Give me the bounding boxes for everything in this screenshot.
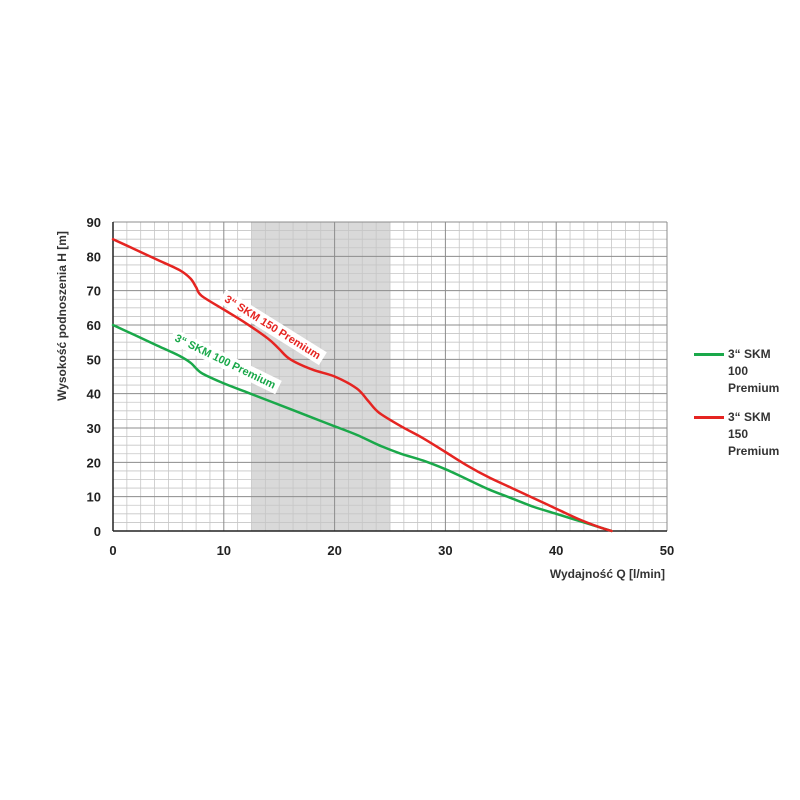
legend-label-series-2: 3“ SKM 150 Premium — [728, 410, 780, 458]
y-tick-label: 80 — [87, 249, 101, 264]
series-layer — [111, 237, 613, 533]
y-tick-label: 50 — [87, 352, 101, 367]
y-axis-title: Wysokość podnoszenia H [m] — [55, 231, 69, 401]
y-tick-label: 10 — [87, 490, 101, 505]
x-axis-title: Wydajność Q [l/min] — [550, 567, 665, 581]
x-tick-label: 20 — [327, 543, 341, 558]
legend-swatch-series-2 — [694, 416, 724, 419]
x-tick-label: 50 — [660, 543, 674, 558]
y-tick-label: 20 — [87, 455, 101, 470]
legend: 3“ SKM 100 Premium 3“ SKM 150 Premium — [694, 346, 794, 472]
curve-annotation-background — [168, 328, 282, 395]
axis-layer: 0 10 20 30 40 50 0 10 20 30 40 50 60 70 80 90 — [87, 215, 675, 558]
series-line-2 — [111, 237, 613, 533]
x-tick-label: 0 — [109, 543, 116, 558]
grid-layer — [112, 221, 668, 532]
x-tick-label: 40 — [549, 543, 563, 558]
legend-label-series-1: 3“ SKM 100 Premium — [728, 347, 780, 395]
series-line-1 — [111, 323, 613, 533]
y-tick-label: 40 — [87, 387, 101, 402]
y-tick-label: 70 — [87, 284, 101, 299]
curve-annotation-background — [218, 289, 327, 366]
y-tick-label: 60 — [87, 318, 101, 333]
legend-item-series-1: 3“ SKM 100 Premium — [694, 346, 794, 397]
x-tick-label: 30 — [438, 543, 452, 558]
legend-item-series-2: 3“ SKM 150 Premium — [694, 409, 794, 460]
y-tick-label: 0 — [94, 524, 101, 539]
y-tick-label: 30 — [87, 421, 101, 436]
x-tick-label: 10 — [217, 543, 231, 558]
y-tick-label: 90 — [87, 215, 101, 230]
legend-swatch-series-1 — [694, 353, 724, 356]
